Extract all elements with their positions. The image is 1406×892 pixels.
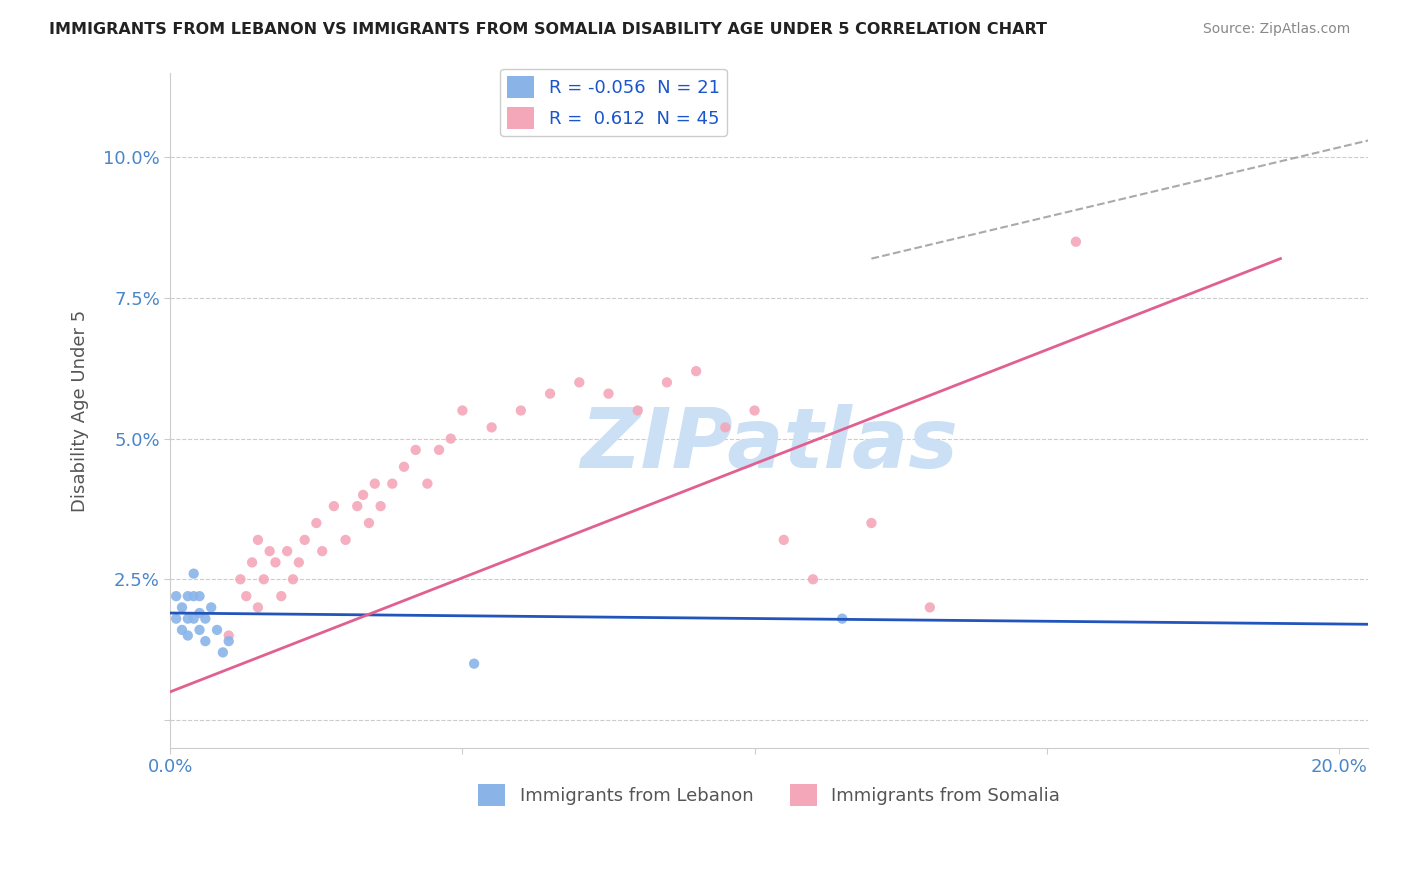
Point (772, 533, 794, 547)
Point (229, 572, 252, 586)
Point (538, 386, 561, 401)
Y-axis label: Disability Age Under 5: Disability Age Under 5 (72, 310, 89, 512)
Point (744, 403, 766, 417)
Point (183, 612, 205, 626)
Point (451, 403, 474, 417)
Point (335, 533, 357, 547)
Point (246, 600, 269, 615)
Point (405, 442, 427, 457)
Point (218, 634, 240, 648)
Point (322, 499, 344, 513)
Point (259, 544, 281, 558)
Point (177, 628, 200, 642)
Point (200, 600, 222, 615)
Point (194, 634, 217, 648)
Point (188, 606, 211, 620)
Point (264, 555, 287, 569)
Point (177, 612, 200, 626)
Point (194, 612, 217, 626)
Point (188, 589, 211, 603)
Point (598, 386, 620, 401)
Point (188, 623, 211, 637)
Point (288, 555, 311, 569)
Point (427, 442, 450, 457)
Point (270, 589, 292, 603)
Point (831, 612, 853, 626)
Point (416, 476, 439, 491)
Point (801, 572, 824, 586)
Point (177, 589, 200, 603)
Point (860, 516, 883, 530)
Point (463, 657, 485, 671)
Point (183, 566, 205, 581)
Text: Source: ZipAtlas.com: Source: ZipAtlas.com (1202, 22, 1350, 37)
Point (714, 420, 737, 434)
Point (276, 544, 298, 558)
Point (294, 533, 316, 547)
Point (246, 533, 269, 547)
Point (235, 589, 257, 603)
Point (305, 516, 328, 530)
Point (346, 499, 368, 513)
Point (381, 476, 404, 491)
Point (218, 628, 240, 642)
Point (357, 516, 380, 530)
Point (481, 420, 503, 434)
Point (281, 572, 304, 586)
Point (311, 544, 333, 558)
Point (352, 488, 374, 502)
Point (392, 459, 415, 474)
Legend: Immigrants from Lebanon, Immigrants from Somalia: Immigrants from Lebanon, Immigrants from… (471, 777, 1067, 814)
Point (1064, 235, 1087, 249)
Point (183, 589, 205, 603)
Point (509, 403, 531, 417)
Point (212, 645, 235, 659)
Point (165, 612, 187, 626)
Point (370, 499, 392, 513)
Point (240, 555, 263, 569)
Point (205, 623, 228, 637)
Point (685, 364, 707, 378)
Point (568, 376, 591, 390)
Text: ZIPatlas: ZIPatlas (581, 404, 957, 484)
Point (170, 623, 193, 637)
Point (364, 476, 387, 491)
Point (655, 376, 678, 390)
Point (170, 600, 193, 615)
Point (253, 572, 276, 586)
Point (627, 403, 650, 417)
Text: IMMIGRANTS FROM LEBANON VS IMMIGRANTS FROM SOMALIA DISABILITY AGE UNDER 5 CORREL: IMMIGRANTS FROM LEBANON VS IMMIGRANTS FR… (49, 22, 1047, 37)
Point (165, 589, 187, 603)
Point (440, 432, 463, 446)
Point (918, 600, 941, 615)
